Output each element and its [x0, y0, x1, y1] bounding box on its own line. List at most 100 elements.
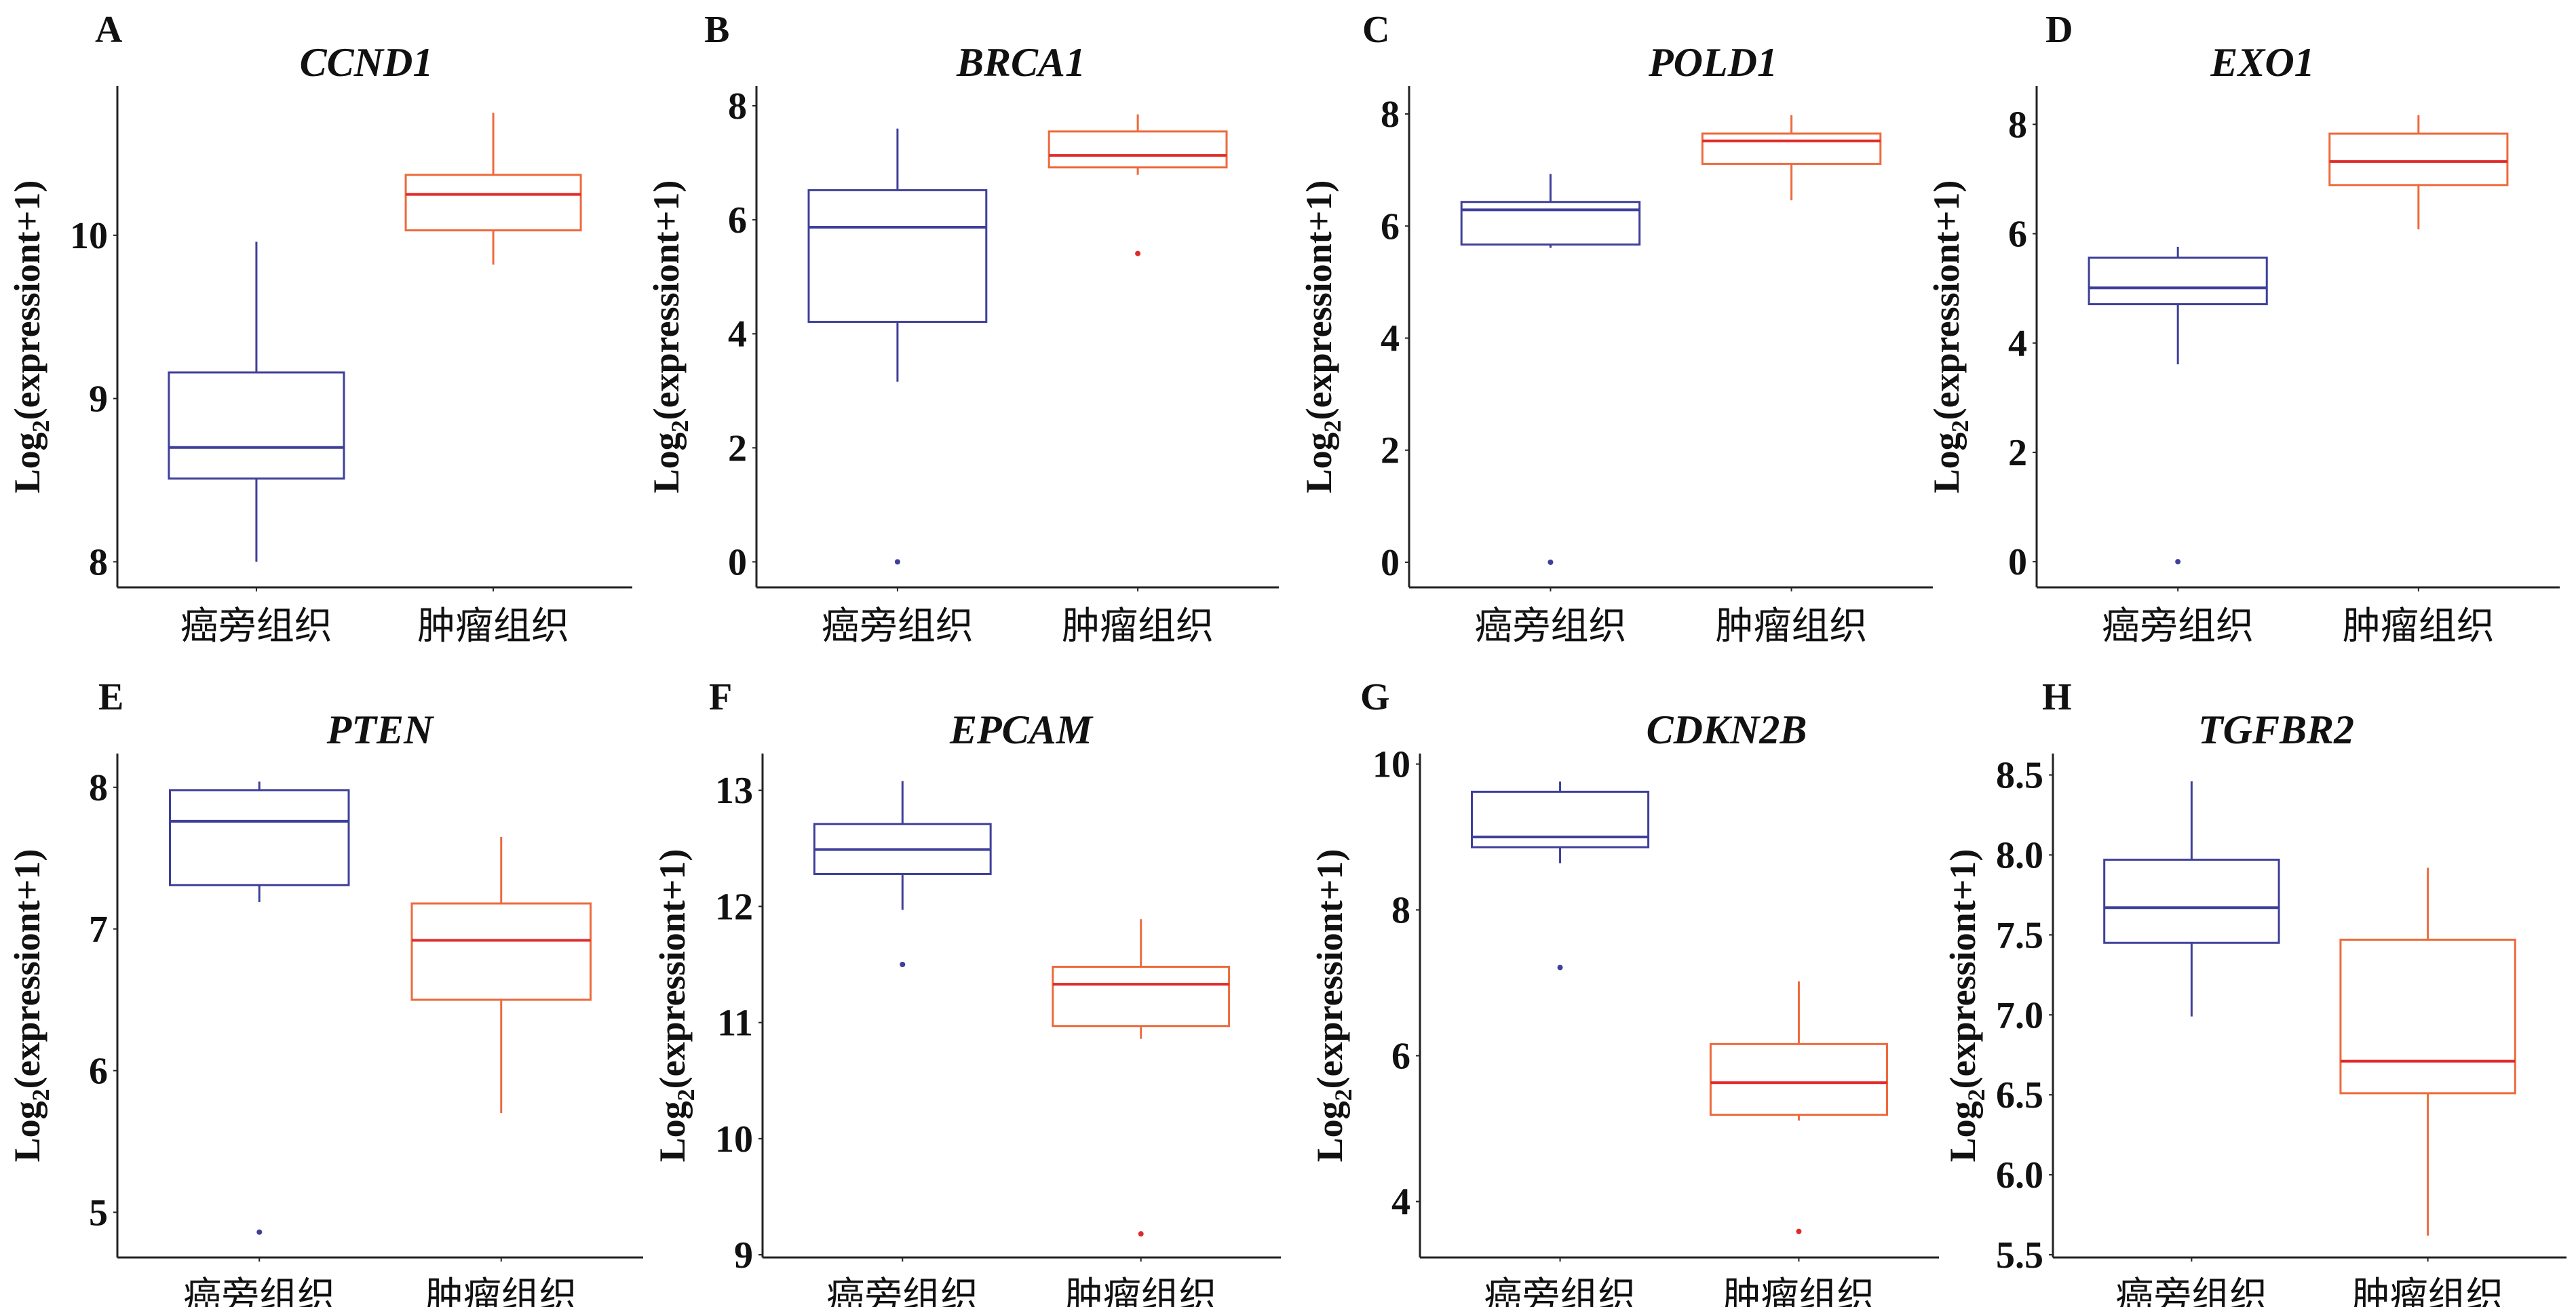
y-tick-label: 0: [728, 541, 747, 583]
iqr-box: [169, 789, 350, 886]
panel-d: D EXO1 0 2 4 6 8 Log2(expressiont+1) 癌旁组织 肿瘤组织: [1926, 9, 2560, 648]
panel-letter: C: [1362, 9, 1389, 51]
gene-title: EPCAM: [949, 707, 1094, 752]
y-tick-label: 8: [89, 767, 108, 809]
outlier-point: [1135, 250, 1141, 256]
iqr-box: [807, 189, 988, 324]
y-tick-label: 6.0: [1996, 1154, 2043, 1196]
y-tick-label: 0: [2008, 541, 2027, 583]
outlier-point: [1138, 1231, 1144, 1237]
y-axis-label: Log2(expressiont+1): [1309, 849, 1357, 1163]
y-tick-label: 6: [2008, 214, 2027, 256]
y-tick-label: 11: [717, 1002, 753, 1045]
y-axis-label: Log2(expressiont+1): [7, 849, 54, 1163]
panel-letter: H: [2042, 676, 2072, 718]
gene-title: CDKN2B: [1647, 707, 1807, 752]
outlier-point: [256, 1229, 263, 1235]
iqr-box: [2339, 938, 2516, 1095]
gene-title: TGFBR2: [2198, 707, 2354, 752]
panel-letter: F: [709, 676, 732, 718]
tumor-box: [1052, 919, 1231, 1237]
x-category-label: 癌旁组织: [826, 1274, 978, 1307]
y-tick-label: 4: [2008, 323, 2027, 365]
outlier-point: [1557, 964, 1563, 971]
tumor-box: [410, 836, 592, 1114]
iqr-box: [2088, 256, 2268, 306]
x-category-label: 肿瘤组织: [417, 604, 569, 648]
y-tick-label: 4: [1381, 318, 1400, 360]
iqr-box: [1460, 201, 1641, 246]
x-category-label: 癌旁组织: [2115, 1274, 2267, 1307]
y-tick-label: 6.5: [1996, 1074, 2043, 1116]
gene-title: BRCA1: [956, 40, 1085, 85]
panel-a: A CCND1 8 9 10 Log2(expressiont+1) 癌旁组织 肿瘤组织: [7, 9, 632, 648]
y-axis-label: Log2(expressiont+1): [7, 180, 54, 494]
panel-letter: A: [95, 9, 123, 51]
panel-letter: G: [1360, 676, 1390, 718]
y-tick-label: 8.5: [1996, 755, 2043, 797]
y-tick-label: 9: [89, 378, 108, 421]
tumor-box: [2328, 115, 2509, 230]
y-tick-label: 7.0: [1996, 994, 2043, 1036]
adjacent-box: [168, 241, 345, 562]
adjacent-box: [169, 781, 350, 1235]
outlier-point: [894, 559, 900, 565]
y-axis-label: Log2(expressiont+1): [1926, 180, 1974, 494]
y-tick-label: 13: [715, 770, 753, 812]
outlier-point: [1796, 1228, 1802, 1234]
y-tick-label: 2: [1381, 430, 1400, 472]
y-tick-label: 7: [89, 909, 108, 951]
iqr-box: [168, 371, 345, 480]
panel-g: G CDKN2B 4 6 8 10 Log2(expressiont+1) 癌旁组织 肿瘤组织: [1309, 676, 1939, 1307]
y-axis-label: Log2(expressiont+1): [1299, 180, 1346, 494]
y-tick-label: 5.5: [1996, 1234, 2043, 1276]
iqr-box: [410, 902, 592, 1001]
y-tick-label: 8: [2008, 104, 2027, 146]
y-tick-label: 8.0: [1996, 834, 2043, 876]
y-tick-label: 10: [715, 1118, 753, 1160]
x-category-label: 肿瘤组织: [1065, 1274, 1217, 1307]
tumor-box: [404, 113, 582, 265]
x-category-label: 肿瘤组织: [1062, 604, 1214, 648]
iqr-box: [1709, 1042, 1888, 1116]
outlier-point: [900, 962, 906, 968]
panel-letter: E: [98, 676, 123, 718]
x-category-label: 癌旁组织: [1484, 1274, 1636, 1307]
y-tick-label: 8: [1381, 94, 1400, 136]
iqr-box: [1701, 132, 1882, 165]
adjacent-box: [2103, 781, 2280, 1017]
y-tick-label: 10: [70, 215, 108, 257]
y-tick-label: 7.5: [1996, 914, 2043, 956]
y-tick-label: 8: [728, 85, 747, 128]
iqr-box: [1047, 130, 1228, 169]
x-category-label: 肿瘤组织: [2343, 604, 2495, 648]
x-category-label: 癌旁组织: [822, 604, 974, 648]
y-tick-label: 12: [715, 886, 753, 928]
y-tick-label: 4: [728, 313, 747, 355]
iqr-box: [1471, 790, 1650, 848]
y-tick-label: 6: [89, 1050, 108, 1092]
panel-e: E PTEN 5 6 7 8 Log2(expressiont+1) 癌旁组织 肿瘤组织: [7, 676, 643, 1307]
y-tick-label: 8: [1391, 890, 1410, 932]
x-category-label: 癌旁组织: [183, 1274, 335, 1307]
outlier-point: [2175, 559, 2181, 565]
y-tick-label: 6: [1381, 206, 1400, 248]
panel-b: B BRCA1 0 2 4 6 8 Log2(expressiont+1) 癌旁组织 肿瘤组织: [646, 9, 1279, 648]
gene-title: PTEN: [326, 707, 435, 752]
panel-h: H TGFBR2 5.5 6.0 6.5 7.0 7.5 8.0 8.5 Log2(express…: [1942, 676, 2567, 1307]
adjacent-box: [807, 128, 988, 565]
x-category-label: 癌旁组织: [1474, 604, 1626, 648]
gene-title: CCND1: [300, 40, 434, 85]
y-tick-label: 2: [728, 427, 747, 469]
iqr-box: [2103, 859, 2280, 944]
y-tick-label: 4: [1391, 1182, 1410, 1224]
tumor-box: [1047, 114, 1228, 256]
y-tick-label: 6: [728, 199, 747, 241]
tumor-box: [1701, 115, 1882, 201]
y-tick-label: 10: [1372, 744, 1410, 786]
outlier-point: [1547, 559, 1554, 565]
y-tick-label: 2: [2008, 432, 2027, 474]
y-tick-label: 8: [89, 541, 108, 583]
adjacent-box: [1471, 781, 1650, 971]
x-category-label: 肿瘤组织: [1716, 604, 1868, 648]
